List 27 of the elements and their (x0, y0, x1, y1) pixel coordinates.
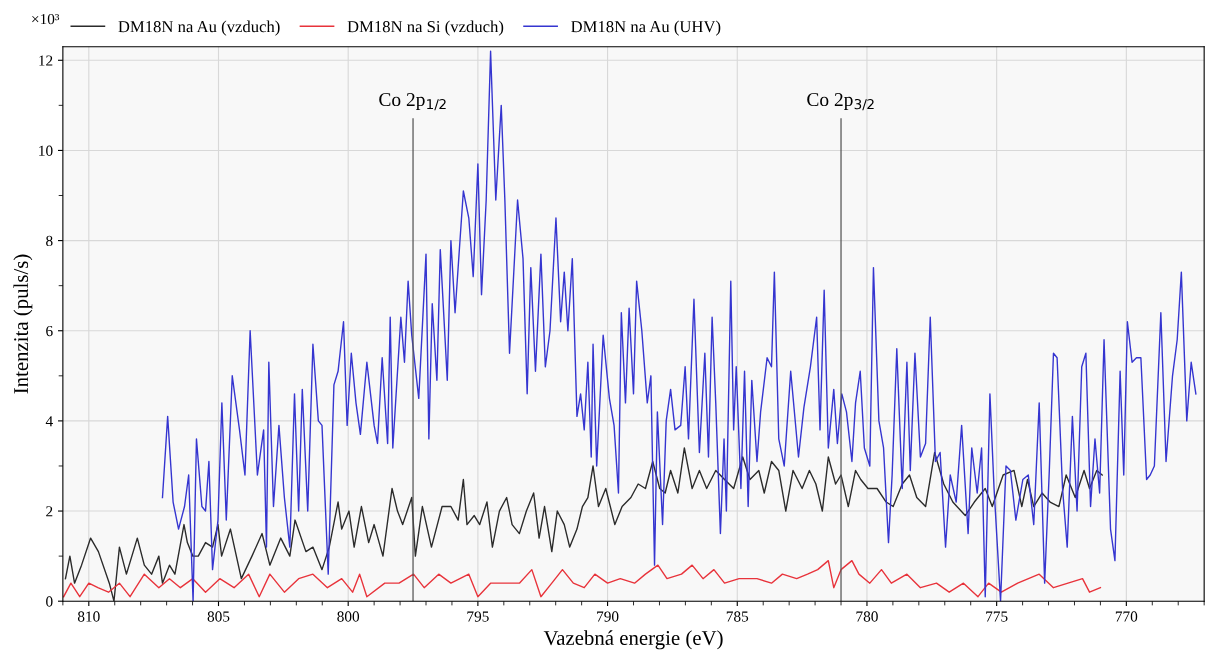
x-axis-title: Vazebná energie (eV) (543, 630, 723, 650)
y-tick-label: 0 (46, 596, 53, 607)
legend-label: DM18N na Au (vzduch) (118, 20, 280, 36)
legend-label: DM18N na Si (vzduch) (347, 20, 504, 36)
x-tick-label: 810 (77, 611, 100, 622)
x-tick-label: 795 (467, 611, 489, 622)
y-tick-label: 12 (39, 55, 53, 66)
x-tick-label: 775 (986, 611, 1008, 622)
x-tick-label: 790 (597, 611, 619, 622)
y-axis-title: Intenzita (puls/s) (13, 254, 33, 394)
line-series (161, 50, 1197, 602)
x-tick-label: 805 (207, 611, 230, 622)
x-tick-label: 800 (337, 611, 360, 622)
ref-line-label: Co 2p$_{1/2}$ (379, 93, 446, 111)
x-tick-label: 770 (1115, 611, 1138, 622)
y-tick-label: 8 (46, 235, 53, 247)
y-tick-label: 2 (46, 506, 53, 517)
y-tick-label: 6 (46, 325, 53, 337)
x-tick-label: 780 (856, 611, 878, 622)
text: ×10³ (32, 13, 60, 25)
y-tick-label: 10 (39, 145, 53, 156)
y-tick-label: 4 (45, 416, 53, 427)
legend-label: DM18N na Au (UHV) (571, 20, 721, 36)
x-tick-label: 785 (726, 611, 749, 622)
line-series (62, 559, 1102, 598)
ref-line-label: Co 2p$_{3/2}$ (807, 93, 874, 111)
line-series (64, 447, 1103, 602)
